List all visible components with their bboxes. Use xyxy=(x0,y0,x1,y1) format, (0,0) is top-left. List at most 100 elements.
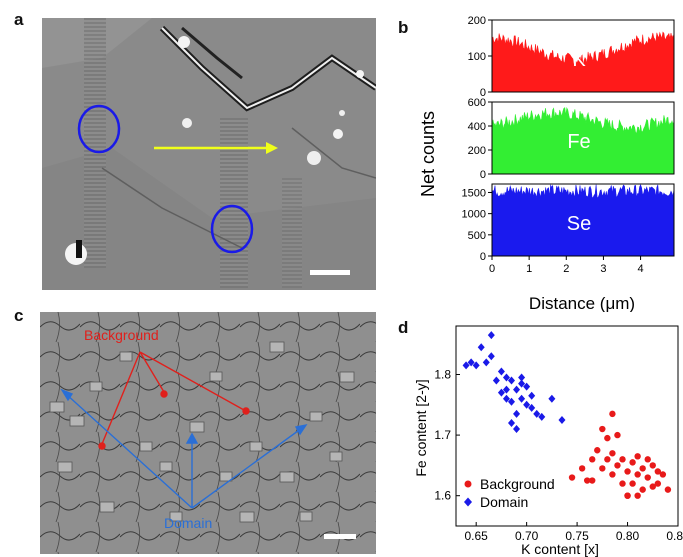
point-domain xyxy=(513,425,521,434)
sem-image-a xyxy=(42,18,376,290)
point-domain xyxy=(558,415,566,424)
xtick-label: 0.70 xyxy=(515,529,539,543)
point-background xyxy=(583,477,591,484)
xtick-label: 0.75 xyxy=(565,529,589,543)
plot-frame xyxy=(455,325,679,527)
point-background xyxy=(654,468,662,475)
element-label-Fe: Fe xyxy=(567,131,590,153)
element-label-Se: Se xyxy=(567,213,591,235)
ytick-label-Fe: 0 xyxy=(480,169,486,181)
panel-label-a: a xyxy=(14,10,24,29)
point-domain xyxy=(518,379,526,388)
point-background xyxy=(609,450,616,457)
point-background xyxy=(609,410,616,418)
point-background xyxy=(568,474,576,481)
sem-image-c: Background Domain xyxy=(40,312,376,554)
legend-label-background: Background xyxy=(480,476,555,492)
d-ylabel: Fe content [2-y] xyxy=(413,379,429,476)
point-background xyxy=(639,486,646,493)
point-background xyxy=(644,456,651,463)
point-background xyxy=(594,447,601,454)
point-background xyxy=(624,468,631,475)
point-background xyxy=(609,471,616,478)
point-domain xyxy=(533,409,541,418)
point-domain xyxy=(462,361,470,370)
legend-marker-domain xyxy=(464,497,472,507)
point-background xyxy=(634,471,641,478)
point-domain xyxy=(513,409,521,418)
composition-scatter: Fe content [2-y] K content [x] 0.65 0.70 0… xyxy=(413,325,683,557)
ytick-label-Se: 1500 xyxy=(462,187,486,199)
xtick-label: 0.85 xyxy=(666,529,683,543)
b-ylabel: Net counts xyxy=(418,111,438,197)
point-domain xyxy=(492,376,500,385)
xtick-label: 3 xyxy=(600,263,606,275)
point-domain xyxy=(497,388,505,397)
xtick-label: 0.65 xyxy=(465,529,489,543)
ytick-label: 1.6 xyxy=(434,489,451,503)
point-background xyxy=(619,480,626,487)
point-background xyxy=(639,465,646,472)
point-domain xyxy=(538,412,546,421)
ytick-label-Fe: 600 xyxy=(468,97,486,109)
ytick-label-K: 200 xyxy=(468,15,486,27)
point-background xyxy=(649,483,656,490)
b-xlabel: Distance (μm) xyxy=(529,294,635,312)
ytick-label-K: 0 xyxy=(480,87,486,99)
xtick-label: 0.80 xyxy=(616,529,640,543)
point-domain xyxy=(482,358,490,367)
point-background xyxy=(659,471,667,478)
point-background xyxy=(624,492,631,499)
domain-annotation: Domain xyxy=(164,515,212,531)
domain-circle-1 xyxy=(77,104,121,154)
point-domain xyxy=(472,361,480,370)
point-domain xyxy=(477,343,485,352)
domain-circle-2 xyxy=(210,204,254,254)
point-domain xyxy=(508,418,515,427)
point-background xyxy=(634,492,641,499)
panel-label-b: b xyxy=(398,18,409,37)
element-label-K: K xyxy=(572,49,586,71)
xtick-label: 4 xyxy=(638,263,644,275)
ytick-label-K: 100 xyxy=(468,51,486,63)
point-domain xyxy=(523,400,531,409)
point-domain xyxy=(508,397,515,406)
xtick-label: 2 xyxy=(563,263,569,275)
point-domain xyxy=(487,352,495,361)
legend-marker-background xyxy=(464,480,472,488)
line-scan-panel: Net counts Distance (μm) 0100200K0200400… xyxy=(418,15,675,312)
point-domain xyxy=(528,403,536,412)
signal-Se xyxy=(491,184,675,257)
scale-bar-c xyxy=(324,534,356,539)
background-annotation: Background xyxy=(84,327,159,343)
xtick-label: 0 xyxy=(489,263,495,275)
point-background xyxy=(604,434,611,442)
point-domain xyxy=(502,385,510,394)
d-xlabel: K content [x] xyxy=(521,541,599,557)
point-background xyxy=(614,462,621,469)
ytick-label: 1.7 xyxy=(434,428,451,442)
point-domain xyxy=(502,373,510,382)
legend-label-domain: Domain xyxy=(480,494,528,510)
point-background xyxy=(589,477,596,484)
point-background xyxy=(599,465,606,472)
ytick-label-Se: 0 xyxy=(480,251,486,263)
subplot-frame-Se xyxy=(491,183,675,257)
point-domain xyxy=(518,373,526,382)
point-domain xyxy=(467,358,475,367)
point-background xyxy=(619,456,626,463)
point-domain xyxy=(548,394,556,403)
point-domain xyxy=(528,391,536,400)
ytick-label-Se: 500 xyxy=(468,230,486,242)
point-background xyxy=(614,431,621,439)
point-background xyxy=(578,465,586,472)
point-background xyxy=(599,425,606,433)
point-background xyxy=(644,474,651,481)
ytick-label-Fe: 400 xyxy=(468,121,486,133)
signal-K xyxy=(491,31,675,93)
point-background xyxy=(634,453,641,460)
point-domain xyxy=(487,331,495,340)
scale-bar xyxy=(310,270,350,275)
point-domain xyxy=(523,382,531,391)
subplot-frame-Fe xyxy=(491,101,675,175)
